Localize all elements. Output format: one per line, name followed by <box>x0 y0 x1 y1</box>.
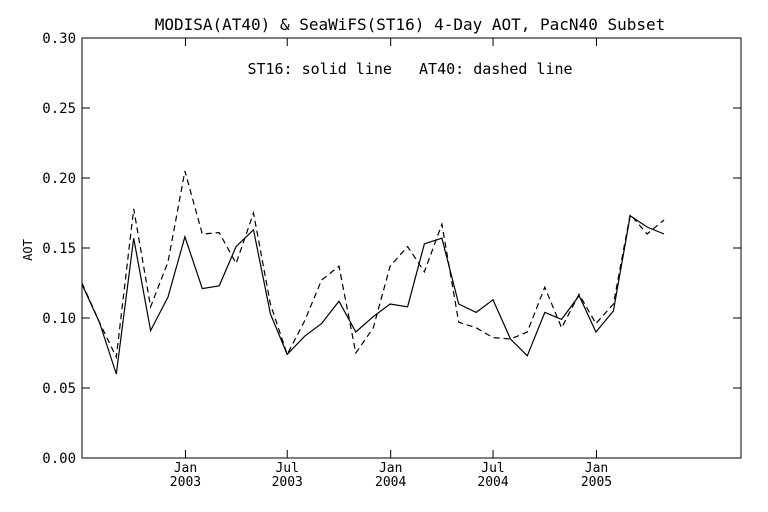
y-tick-label: 0.10 <box>42 311 76 327</box>
x-tick-year-label: 2004 <box>375 475 406 490</box>
x-tick-month-label: Jan <box>174 461 197 476</box>
series-line-at40 <box>81 170 665 360</box>
x-tick-month-label: Jan <box>585 461 608 476</box>
y-tick-label: 0.25 <box>42 101 76 117</box>
chart-title: MODISA(AT40) & SeaWiFS(ST16) 4-Day AOT, … <box>155 15 666 34</box>
x-tick-month-label: Jul <box>275 461 298 476</box>
legend-annotation: ST16: solid line AT40: dashed line <box>247 60 572 78</box>
plot-frame <box>81 37 742 459</box>
x-tick-month-label: Jan <box>379 461 402 476</box>
x-tick-year-label: 2004 <box>477 475 508 490</box>
x-tick-year-label: 2003 <box>272 475 303 490</box>
plot-area: 0.000.050.100.150.200.250.30Jan2003Jul20… <box>42 31 741 490</box>
x-tick-year-label: 2005 <box>581 475 612 490</box>
y-tick-label: 0.30 <box>42 31 76 47</box>
y-tick-label: 0.00 <box>42 451 76 467</box>
series-line-st16 <box>81 214 665 375</box>
y-axis-label: AOT <box>21 239 35 261</box>
x-tick-month-label: Jul <box>481 461 504 476</box>
x-tick-year-label: 2003 <box>170 475 201 490</box>
y-tick-label: 0.20 <box>42 171 76 187</box>
y-tick-label: 0.15 <box>42 241 76 257</box>
y-tick-label: 0.05 <box>42 381 76 397</box>
